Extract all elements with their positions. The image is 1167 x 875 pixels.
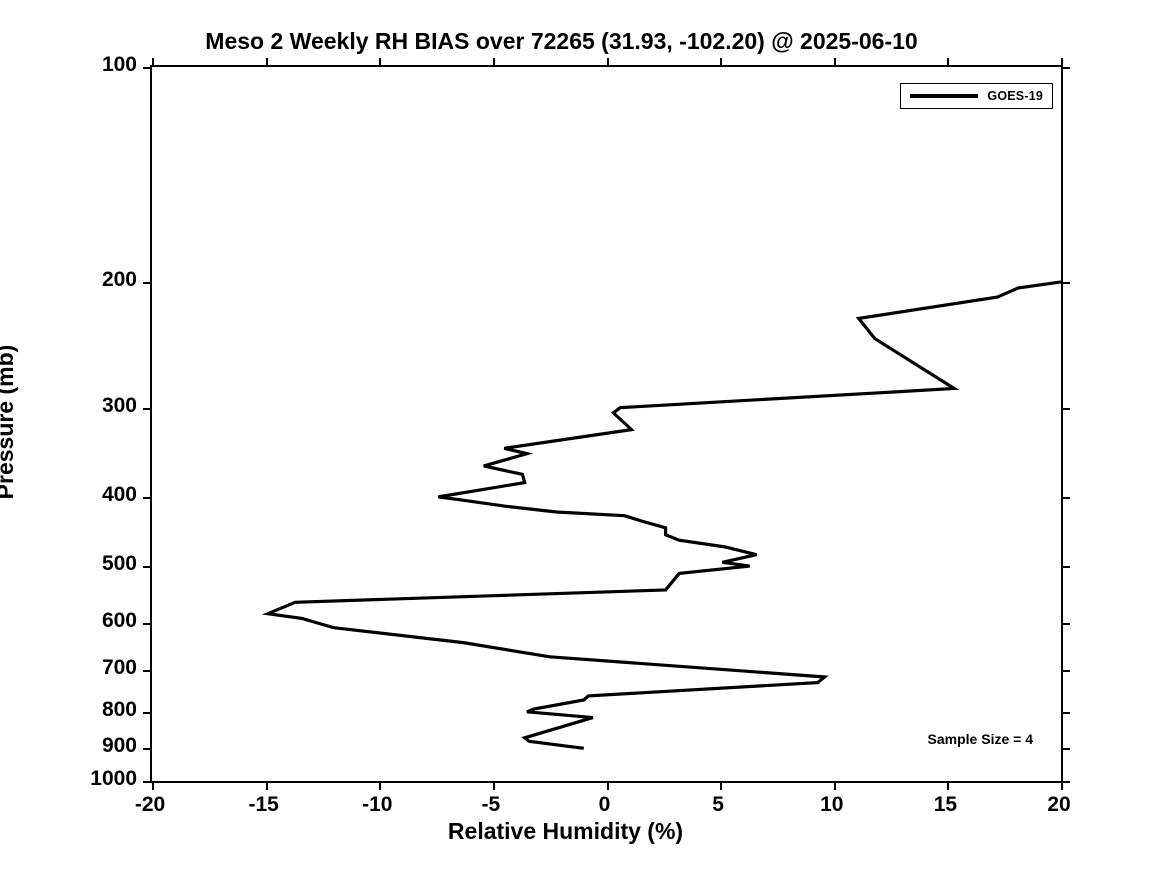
legend: GOES-19 [900, 83, 1053, 109]
legend-label-goes-19: GOES-19 [987, 89, 1043, 103]
x-tick-mark [152, 781, 154, 790]
x-tick-mark [606, 781, 609, 790]
y-tick-mark-right [1061, 407, 1070, 410]
y-tick-mark-right [1061, 781, 1070, 783]
x-tick-label: -5 [481, 793, 501, 816]
y-tick-label: 600 [101, 608, 137, 632]
y-tick-mark [143, 67, 152, 69]
y-tick-mark [143, 670, 152, 673]
x-tick-label: 10 [820, 793, 844, 816]
y-tick-label: 300 [101, 393, 137, 417]
x-tick-mark-top [720, 58, 723, 67]
y-tick-label: 400 [101, 482, 137, 506]
x-tick-label: -20 [134, 793, 166, 816]
y-tick-label: 200 [101, 267, 137, 291]
y-tick-mark [143, 711, 152, 714]
y-axis-label: Pressure (mb) [0, 344, 18, 500]
y-tick-label: 900 [101, 734, 137, 758]
x-tick-mark-top [606, 58, 609, 67]
y-tick-mark-right [1061, 670, 1070, 673]
y-tick-mark [143, 748, 152, 751]
x-tick-mark-top [947, 58, 950, 67]
y-tick-mark-right [1061, 711, 1070, 714]
x-tick-mark-top [265, 58, 268, 67]
y-tick-label: 800 [101, 697, 137, 721]
x-tick-label: 5 [712, 793, 724, 816]
y-tick-mark-right [1061, 622, 1070, 625]
x-tick-label: 20 [1047, 793, 1071, 816]
x-tick-mark [492, 781, 495, 790]
x-tick-mark-top [833, 58, 836, 67]
x-tick-mark [833, 781, 836, 790]
y-tick-label: 100 [101, 53, 137, 76]
y-tick-mark [143, 496, 152, 499]
y-tick-mark-right [1061, 748, 1070, 751]
plot-axes: GOES-19 Sample Size = 4 [143, 58, 1070, 790]
sample-size-annotation: Sample Size = 4 [927, 731, 1033, 747]
x-tick-mark [379, 781, 382, 790]
page-title: Meso 2 Weekly RH BIAS over 72265 (31.93,… [205, 28, 918, 54]
y-tick-mark [143, 407, 152, 410]
y-tick-mark [143, 622, 152, 625]
y-tick-label: 1000 [90, 767, 137, 790]
y-tick-mark [143, 281, 152, 284]
x-tick-mark-top [152, 58, 154, 67]
y-tick-mark-right [1061, 496, 1070, 499]
y-tick-mark-right [1061, 67, 1070, 69]
x-tick-mark [1061, 781, 1063, 790]
plot-area [261, 280, 1061, 750]
legend-line-swatch [910, 94, 979, 98]
data-line-goes-19 [261, 280, 1061, 750]
x-tick-mark [947, 781, 950, 790]
x-tick-mark [720, 781, 723, 790]
y-tick-label: 700 [101, 656, 137, 680]
y-tick-mark-right [1061, 281, 1070, 284]
y-tick-mark-right [1061, 566, 1070, 569]
x-tick-mark-top [492, 58, 495, 67]
x-tick-label: 15 [933, 793, 958, 816]
y-tick-label: 500 [101, 552, 137, 576]
y-tick-mark [143, 781, 152, 783]
x-tick-mark-top [379, 58, 382, 67]
x-tick-label: 0 [598, 793, 611, 816]
x-tick-mark [265, 781, 268, 790]
x-tick-label: -10 [362, 793, 393, 816]
x-tick-label: -15 [248, 793, 279, 816]
x-tick-mark-top [1061, 58, 1063, 67]
x-axis-label: Relative Humidity (%) [447, 818, 684, 844]
y-tick-mark [143, 566, 152, 569]
